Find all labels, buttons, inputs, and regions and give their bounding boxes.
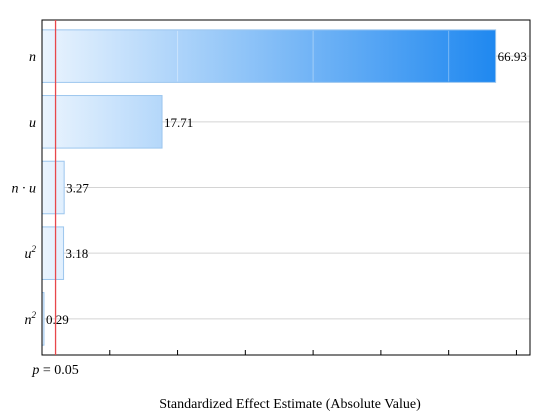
x-axis-label: Standardized Effect Estimate (Absolute V…	[159, 397, 421, 412]
value-label: 17.71	[164, 115, 193, 130]
category-label: u	[29, 116, 36, 131]
plot-frame	[41, 19, 531, 356]
bar	[41, 95, 163, 149]
bars	[41, 29, 497, 346]
category-label: u2	[25, 244, 37, 262]
category-label: n · u	[12, 182, 37, 197]
bar	[41, 29, 497, 83]
x-ticks	[109, 350, 517, 355]
category-labels: n u n · u u2 n2	[12, 50, 37, 328]
value-label: 3.18	[66, 246, 89, 261]
value-labels: 66.93 17.71 3.27 3.18 0.29	[46, 49, 527, 327]
bar	[41, 160, 65, 215]
significance-label: p = 0.05	[31, 363, 78, 378]
bar	[41, 226, 65, 280]
value-label: 0.29	[46, 312, 69, 327]
value-label: 66.93	[498, 49, 527, 64]
category-label: n	[29, 50, 36, 65]
category-label: n2	[25, 310, 37, 328]
value-label: 3.27	[66, 181, 89, 196]
